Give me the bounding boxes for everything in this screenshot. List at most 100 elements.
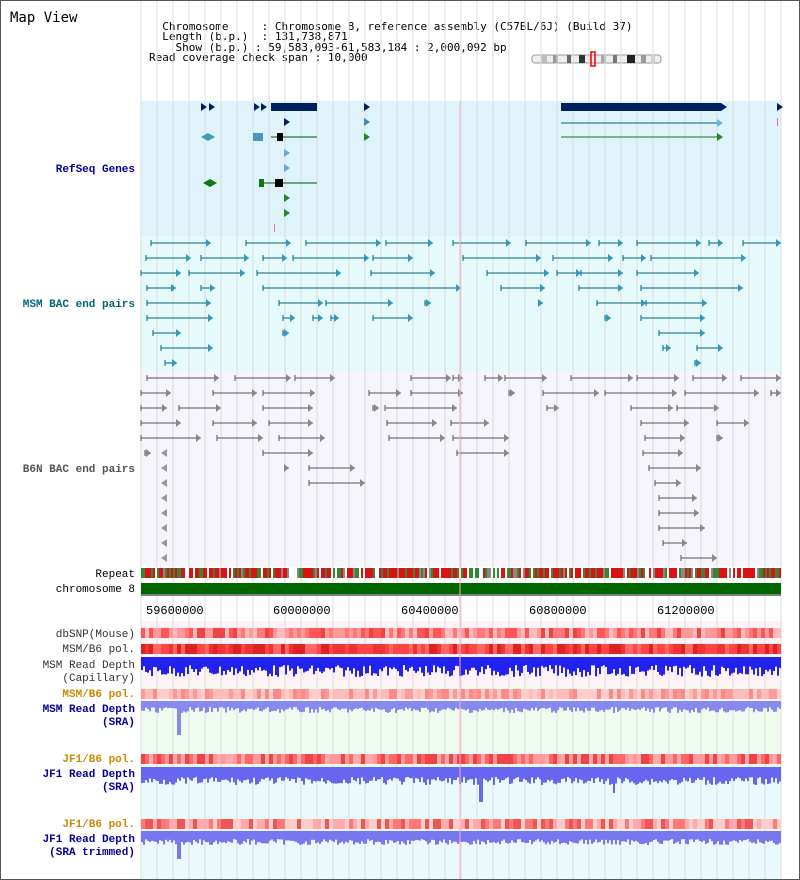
polymorphism-cell bbox=[665, 819, 669, 829]
read-depth-bar bbox=[253, 831, 255, 840]
read-depth-bar bbox=[417, 701, 419, 711]
read-depth-bar bbox=[261, 701, 263, 712]
polymorphism-cell bbox=[529, 819, 533, 829]
read-depth-bar bbox=[351, 767, 353, 778]
repeat-block bbox=[279, 568, 281, 578]
polymorphism-cell bbox=[297, 644, 301, 654]
polymorphism-cell bbox=[637, 819, 641, 829]
polymorphism-cell bbox=[513, 644, 517, 654]
read-depth-bar bbox=[507, 657, 509, 675]
read-depth-bar bbox=[297, 767, 299, 778]
repeat-block bbox=[605, 568, 607, 578]
ideogram-band bbox=[567, 55, 571, 63]
polymorphism-cell bbox=[297, 819, 301, 829]
read-depth-bar bbox=[507, 701, 509, 711]
polymorphism-cell bbox=[237, 754, 241, 764]
repeat-block bbox=[391, 568, 393, 578]
polymorphism-cell bbox=[393, 644, 397, 654]
polymorphism-cell bbox=[601, 689, 605, 699]
polymorphism-cell bbox=[677, 644, 681, 654]
repeat-block bbox=[307, 568, 309, 578]
read-depth-bar bbox=[517, 831, 519, 840]
polymorphism-cell bbox=[657, 689, 661, 699]
polymorphism-cell bbox=[221, 754, 225, 764]
polymorphism-cell bbox=[221, 644, 225, 654]
read-depth-bar bbox=[713, 831, 715, 845]
read-depth-bar bbox=[391, 767, 393, 781]
read-depth-bar bbox=[187, 831, 189, 842]
read-depth-bar bbox=[365, 767, 367, 784]
polymorphism-cell bbox=[681, 819, 685, 829]
read-depth-bar bbox=[507, 767, 509, 778]
read-depth-bar bbox=[709, 657, 711, 677]
repeat-block bbox=[737, 568, 739, 578]
polymorphism-cell bbox=[461, 754, 465, 764]
polymorphism-cell bbox=[609, 819, 613, 829]
read-depth-bar bbox=[705, 701, 707, 710]
polymorphism-cell bbox=[573, 644, 577, 654]
polymorphism-cell bbox=[501, 644, 505, 654]
read-depth-bar bbox=[567, 657, 569, 670]
read-depth-bar bbox=[341, 831, 343, 842]
repeat-block bbox=[193, 568, 195, 578]
repeat-block bbox=[167, 568, 169, 578]
read-depth-bar bbox=[201, 831, 203, 845]
read-depth-bar bbox=[591, 767, 593, 779]
read-depth-bar bbox=[733, 701, 735, 711]
read-depth-bar bbox=[159, 701, 161, 708]
read-depth-bar bbox=[193, 701, 195, 712]
polymorphism-cell bbox=[365, 644, 369, 654]
bac-pair-arrow bbox=[700, 314, 705, 322]
read-depth-bar bbox=[727, 701, 729, 713]
read-depth-bar bbox=[215, 701, 217, 709]
read-depth-bar bbox=[225, 701, 227, 713]
read-depth-bar bbox=[281, 831, 283, 840]
read-depth-bar bbox=[367, 657, 369, 674]
read-depth-bar bbox=[621, 767, 623, 784]
polymorphism-cell bbox=[461, 628, 465, 638]
repeat-block bbox=[309, 568, 311, 578]
repeat-block bbox=[525, 568, 527, 578]
polymorphism-cell bbox=[713, 689, 717, 699]
read-depth-bar bbox=[563, 701, 565, 711]
read-depth-bar bbox=[183, 767, 185, 779]
polymorphism-cell bbox=[241, 628, 245, 638]
chromosome-ideogram[interactable] bbox=[531, 51, 662, 67]
repeat-block bbox=[661, 568, 663, 578]
read-depth-bar bbox=[443, 701, 445, 710]
read-depth-bar bbox=[229, 701, 231, 711]
read-depth-bar bbox=[751, 701, 753, 709]
msm-bac-pairs[interactable] bbox=[140, 239, 781, 367]
read-depth-bar bbox=[249, 767, 251, 784]
polymorphism-cell bbox=[393, 754, 397, 764]
read-depth-bar bbox=[635, 657, 637, 668]
polymorphism-cell bbox=[581, 754, 585, 764]
read-depth-bar bbox=[419, 657, 421, 668]
polymorphism-cell bbox=[729, 754, 733, 764]
bac-pair-arrow bbox=[754, 389, 759, 397]
bac-pair-arrow bbox=[776, 389, 781, 397]
bac-pair-arrow bbox=[538, 299, 543, 307]
bac-pair-arrow bbox=[680, 434, 685, 442]
repeat-block bbox=[403, 568, 405, 578]
read-depth-bar bbox=[721, 831, 723, 845]
read-depth-bar bbox=[581, 657, 583, 677]
repeat-block bbox=[595, 568, 597, 578]
polymorphism-cell bbox=[205, 628, 209, 638]
read-depth-bar bbox=[701, 767, 703, 780]
refseq-genes[interactable] bbox=[201, 103, 783, 232]
polymorphism-cell bbox=[161, 628, 165, 638]
polymorphism-cell bbox=[621, 628, 625, 638]
b6n-bac-pairs[interactable] bbox=[140, 374, 781, 562]
bac-pair-arrow bbox=[618, 239, 623, 247]
read-depth-bar bbox=[291, 767, 293, 779]
read-depth-bar bbox=[153, 701, 155, 708]
read-depth-bar bbox=[535, 657, 537, 677]
polymorphism-cell bbox=[245, 644, 249, 654]
repeat-block bbox=[205, 568, 207, 578]
read-depth-bar bbox=[341, 657, 343, 669]
polymorphism-cell bbox=[749, 644, 753, 654]
polymorphism-cell bbox=[397, 754, 401, 764]
repeat-block bbox=[327, 568, 329, 578]
read-depth-bar bbox=[693, 767, 695, 783]
